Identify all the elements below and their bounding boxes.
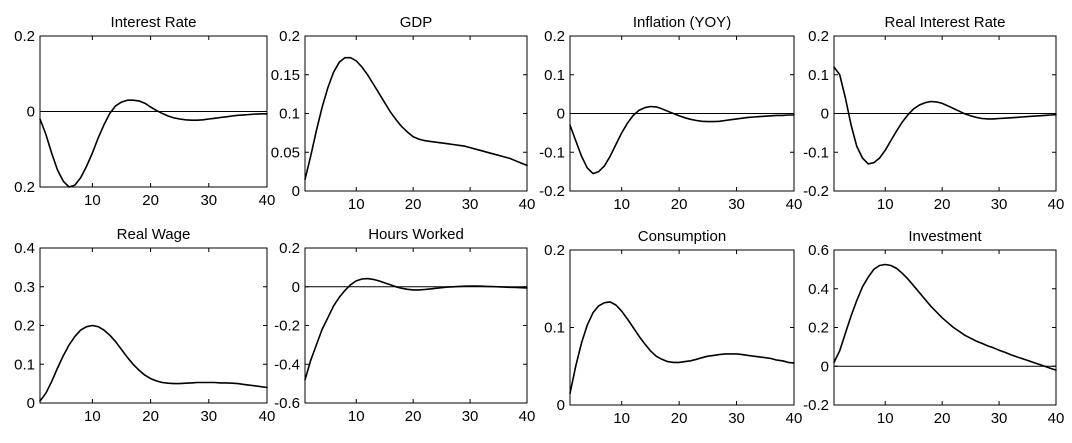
plot-frame <box>833 249 1057 406</box>
y-tick-label: 0.2 <box>14 179 35 196</box>
chart-title: Hours Worked <box>368 226 464 243</box>
y-tick-label: 0 <box>292 183 300 200</box>
x-tick-label: 10 <box>348 196 365 213</box>
x-tick-label: 40 <box>519 408 536 425</box>
x-tick-label: 30 <box>200 408 217 425</box>
y-tick-label: 0 <box>27 104 35 121</box>
x-tick-label: 30 <box>728 196 745 213</box>
y-tick-label: 0.1 <box>544 67 565 84</box>
y-tick-label: 0 <box>821 358 829 375</box>
y-tick-label: 0.2 <box>544 28 565 45</box>
y-tick-label: 0.1 <box>14 356 35 373</box>
chart-panel-7: Consumption 10 20 30 40 0 0.1 0.2 <box>544 228 802 427</box>
chart-title: Investment <box>908 228 982 245</box>
y-tick-label: -0.1 <box>803 144 829 161</box>
x-tick-label: 20 <box>934 410 951 427</box>
x-tick-label: 20 <box>405 408 422 425</box>
chart-title: Interest Rate <box>111 14 197 31</box>
x-tick-label: 20 <box>671 196 688 213</box>
y-tick-label: 0.05 <box>271 144 300 161</box>
x-tick-label: 10 <box>84 192 101 209</box>
x-tick-label: 40 <box>1048 196 1065 213</box>
x-tick-label: 40 <box>786 410 803 427</box>
x-tick-label: 30 <box>728 410 745 427</box>
y-tick-label: 0.6 <box>808 242 829 259</box>
series-line-1 <box>39 324 268 402</box>
x-tick-label: 30 <box>200 192 217 209</box>
chart-panel-2: GDP 10 20 30 40 0 0.05 0.1 0.15 0.2 <box>271 14 536 213</box>
x-tick-label: 10 <box>84 408 101 425</box>
chart-panel-8: Investment 10 20 30 40 -0.2 0 0.2 0.4 0.6 <box>803 228 1064 427</box>
plot-frame <box>304 247 528 404</box>
x-tick-label: 20 <box>142 192 159 209</box>
chart-panel-3: Inflation (YOY) 10 20 30 40 -0.2 -0.1 0 0.1 0.2 <box>539 14 802 213</box>
chart-title: Consumption <box>638 228 726 245</box>
chart-panel-6: Hours Worked 10 20 30 40 -0.6 -0.4 -0.2 0 0.2 <box>274 226 535 425</box>
y-tick-label: 0.3 <box>14 279 35 296</box>
y-tick-label: 0.4 <box>14 240 35 257</box>
y-tick-label: 0.15 <box>271 67 300 84</box>
x-tick-label: 40 <box>259 408 276 425</box>
y-tick-label: 0.2 <box>14 28 35 45</box>
x-tick-label: 20 <box>142 408 159 425</box>
x-tick-label: 20 <box>934 196 951 213</box>
y-tick-label: -0.2 <box>803 183 829 200</box>
y-tick-label: -0.2 <box>274 318 300 335</box>
x-tick-label: 10 <box>613 196 630 213</box>
y-tick-label: -0.4 <box>274 356 300 373</box>
chart-title: Inflation (YOY) <box>633 14 731 31</box>
plot-frame <box>304 35 528 192</box>
y-tick-label: 0 <box>557 106 565 123</box>
chart-title: Real Wage <box>117 226 191 243</box>
chart-title: GDP <box>400 14 433 31</box>
y-tick-label: 0 <box>821 106 829 123</box>
y-tick-label: 0 <box>27 395 35 412</box>
y-tick-label: 0.4 <box>808 281 829 298</box>
x-tick-label: 40 <box>786 196 803 213</box>
x-tick-label: 10 <box>348 408 365 425</box>
x-tick-label: 30 <box>462 196 479 213</box>
chart-panel-5: Real Wage 10 20 30 40 0 0.1 0.2 0.3 0.4 <box>14 226 275 425</box>
y-tick-label: 0.2 <box>279 28 300 45</box>
y-tick-label: 0 <box>292 279 300 296</box>
y-tick-label: 0.1 <box>279 106 300 123</box>
y-tick-label: 0.1 <box>808 67 829 84</box>
series-line-1 <box>569 301 795 395</box>
x-tick-label: 30 <box>991 410 1008 427</box>
series-line-1 <box>39 99 268 188</box>
x-tick-label: 40 <box>519 196 536 213</box>
chart-panel-4: Real Interest Rate 10 20 30 40 -0.2 -0.1 0 0.1 0.… <box>803 14 1064 213</box>
y-tick-label: 0.2 <box>544 242 565 259</box>
x-tick-label: 40 <box>259 192 276 209</box>
x-tick-label: 10 <box>877 196 894 213</box>
x-tick-label: 10 <box>877 410 894 427</box>
y-tick-label: -0.6 <box>274 395 300 412</box>
y-tick-label: -0.1 <box>539 144 565 161</box>
x-tick-label: 10 <box>613 410 630 427</box>
x-tick-label: 40 <box>1048 410 1065 427</box>
plot-frame <box>569 249 795 406</box>
x-tick-label: 20 <box>405 196 422 213</box>
series-line-1 <box>833 66 1057 165</box>
y-tick-label: -0.2 <box>803 397 829 414</box>
x-tick-label: 30 <box>462 408 479 425</box>
x-tick-label: 20 <box>671 410 688 427</box>
series-line-1 <box>304 277 528 381</box>
y-tick-label: 0.1 <box>544 320 565 337</box>
series-line-1 <box>569 105 795 175</box>
y-tick-label: 0 <box>557 397 565 414</box>
y-tick-label: 0.2 <box>808 320 829 337</box>
x-tick-label: 30 <box>991 196 1008 213</box>
chart-panel-1: Interest Rate 10 20 30 40 0.2 0 0.2 <box>14 14 275 209</box>
y-tick-label: 0.2 <box>14 318 35 335</box>
chart-title: Real Interest Rate <box>885 14 1006 31</box>
y-tick-label: 0.2 <box>279 240 300 257</box>
y-tick-label: 0.2 <box>808 28 829 45</box>
series-line-1 <box>304 56 528 181</box>
series-line-1 <box>833 263 1057 371</box>
y-tick-label: -0.2 <box>539 183 565 200</box>
